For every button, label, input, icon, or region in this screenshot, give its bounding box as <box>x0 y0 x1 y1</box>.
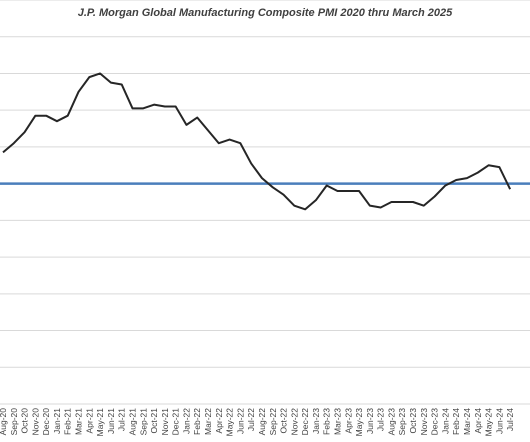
x-tick-label: Apr-22 <box>214 408 224 434</box>
x-tick-label: Sep-20 <box>9 408 19 436</box>
x-tick-label: Dec-23 <box>430 408 440 436</box>
x-tick-label: Jan-22 <box>181 408 191 434</box>
x-tick-label: Feb-21 <box>63 408 73 435</box>
x-tick-label: Nov-20 <box>30 408 40 436</box>
x-tick-label: Apr-23 <box>343 408 353 434</box>
x-tick-label: Sep-22 <box>268 408 278 436</box>
x-tick-label: May-24 <box>484 408 494 437</box>
x-tick-label: May-21 <box>95 408 105 437</box>
x-tick-label: Mar-23 <box>332 408 342 435</box>
x-tick-label: Dec-21 <box>171 408 181 436</box>
x-tick-label: Aug-22 <box>257 408 267 436</box>
x-tick-label: Jul-22 <box>246 408 256 431</box>
x-tick-label: Jul-24 <box>505 408 515 431</box>
x-tick-label: Oct-22 <box>279 408 289 434</box>
x-tick-label: Jul-21 <box>117 408 127 431</box>
x-tick-label: Mar-21 <box>74 408 84 435</box>
x-tick-label: Jan-23 <box>311 408 321 434</box>
x-tick-label: Mar-24 <box>462 408 472 435</box>
chart-title: J.P. Morgan Global Manufacturing Composi… <box>78 7 453 19</box>
x-tick-label: Aug-20 <box>0 408 8 436</box>
x-tick-label: Apr-24 <box>473 408 483 434</box>
x-tick-label: Aug-21 <box>127 408 137 436</box>
x-tick-label: Oct-20 <box>20 408 30 434</box>
x-tick-label: May-23 <box>354 408 364 437</box>
x-tick-label: Oct-23 <box>408 408 418 434</box>
x-tick-label: Jan-21 <box>52 408 62 434</box>
x-tick-label: Jun-24 <box>494 408 504 434</box>
data-line <box>2 72 512 211</box>
x-tick-label: Sep-21 <box>138 408 148 436</box>
x-tick-label: Mar-22 <box>203 408 213 435</box>
x-tick-label: Dec-20 <box>41 408 51 436</box>
x-tick-label: Feb-22 <box>192 408 202 435</box>
x-tick-label: Feb-24 <box>451 408 461 435</box>
x-tick-label: Aug-23 <box>386 408 396 436</box>
x-tick-label: Jun-21 <box>106 408 116 434</box>
x-tick-label: May-22 <box>225 408 235 437</box>
x-tick-label: Nov-23 <box>419 408 429 436</box>
x-tick-label: Feb-23 <box>322 408 332 435</box>
x-tick-label: Sep-23 <box>397 408 407 436</box>
x-tick-label: Oct-21 <box>149 408 159 434</box>
x-tick-label: Jun-22 <box>235 408 245 434</box>
x-tick-label: Dec-22 <box>300 408 310 436</box>
x-tick-label: Jul-23 <box>376 408 386 431</box>
x-tick-label: Nov-21 <box>160 408 170 436</box>
x-tick-label: Apr-21 <box>84 408 94 434</box>
x-tick-label: Jun-23 <box>365 408 375 434</box>
x-tick-label: Jan-24 <box>440 408 450 434</box>
x-tick-label: Nov-22 <box>289 408 299 436</box>
